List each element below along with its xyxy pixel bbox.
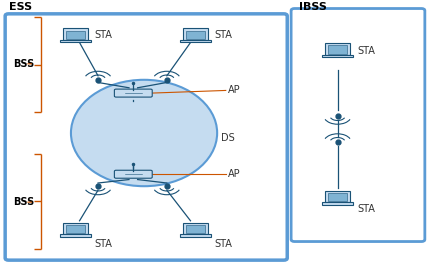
FancyBboxPatch shape	[183, 28, 208, 40]
Text: AP: AP	[228, 169, 240, 179]
FancyBboxPatch shape	[5, 14, 287, 260]
FancyBboxPatch shape	[65, 31, 85, 39]
FancyBboxPatch shape	[322, 202, 353, 205]
Text: STA: STA	[95, 30, 113, 40]
Text: STA: STA	[357, 45, 375, 56]
Text: STA: STA	[214, 30, 232, 40]
FancyBboxPatch shape	[60, 234, 91, 236]
FancyBboxPatch shape	[328, 45, 347, 54]
FancyBboxPatch shape	[180, 234, 211, 236]
FancyBboxPatch shape	[325, 43, 350, 55]
FancyBboxPatch shape	[186, 225, 206, 233]
FancyBboxPatch shape	[291, 9, 425, 242]
FancyBboxPatch shape	[65, 225, 85, 233]
FancyBboxPatch shape	[183, 223, 208, 234]
Text: STA: STA	[214, 239, 232, 249]
Text: STA: STA	[95, 239, 113, 249]
Text: AP: AP	[228, 85, 240, 95]
FancyBboxPatch shape	[63, 28, 88, 40]
FancyBboxPatch shape	[186, 31, 206, 39]
FancyBboxPatch shape	[60, 40, 91, 42]
Text: BSS: BSS	[13, 197, 34, 207]
Text: DS: DS	[221, 133, 235, 143]
FancyBboxPatch shape	[328, 193, 347, 201]
FancyBboxPatch shape	[180, 40, 211, 42]
Ellipse shape	[71, 80, 217, 186]
FancyBboxPatch shape	[322, 55, 353, 57]
Text: STA: STA	[357, 204, 375, 214]
FancyBboxPatch shape	[114, 89, 152, 97]
FancyBboxPatch shape	[63, 223, 88, 234]
FancyBboxPatch shape	[325, 191, 350, 202]
Text: ESS: ESS	[9, 2, 32, 12]
Text: BSS: BSS	[13, 59, 34, 69]
FancyBboxPatch shape	[114, 170, 152, 178]
Text: IBSS: IBSS	[299, 2, 327, 12]
